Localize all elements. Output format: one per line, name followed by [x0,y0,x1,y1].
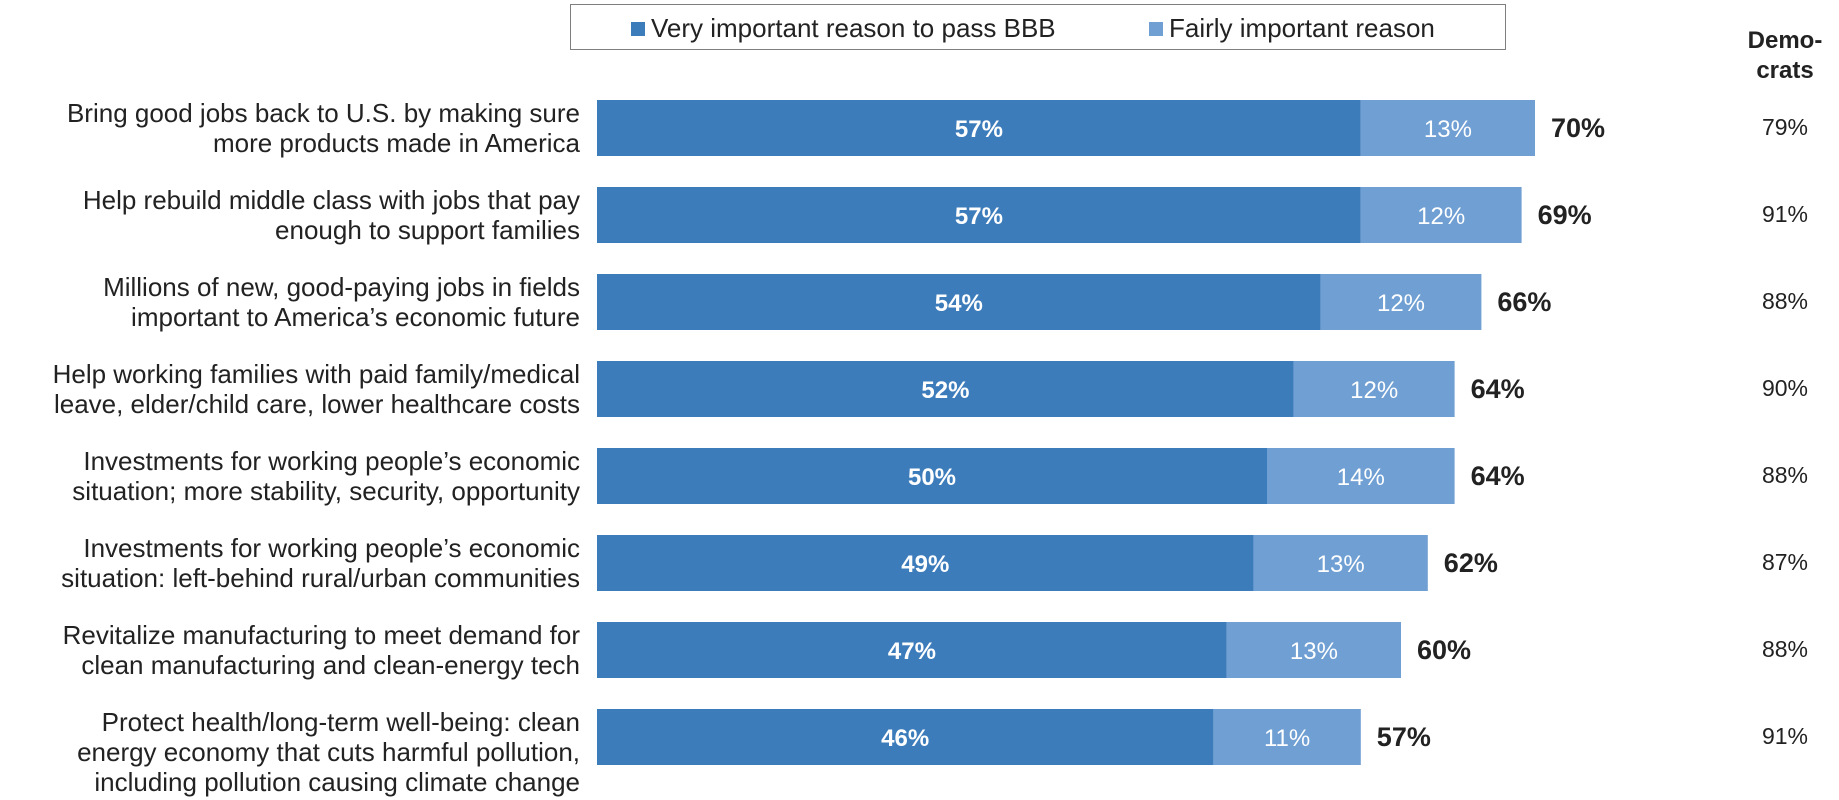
legend: Very important reason to pass BBB Fairly… [570,4,1506,50]
democrats-value: 91% [1761,201,1809,227]
democrats-value: 90% [1761,375,1809,401]
bar-label-very: 52% [921,377,969,404]
category-label: Investments for working people’s economi… [0,446,580,506]
bar-label-fairly: 14% [1337,464,1385,491]
bar-label-fairly: 12% [1417,203,1465,230]
bar-label-fairly: 12% [1377,290,1425,317]
bar-label-very: 47% [888,638,936,665]
democrats-value: 91% [1761,723,1809,749]
category-label: Investments for working people’s economi… [0,533,580,593]
category-label-line: Bring good jobs back to U.S. by making s… [66,98,580,128]
total-label: 64% [1471,461,1525,491]
bar-very-important [597,361,1294,417]
category-label: Millions of new, good-paying jobs in fie… [0,272,580,332]
category-label-line: more products made in America [212,128,580,158]
category-label: Help rebuild middle class with jobs that… [0,185,580,245]
total-label: 62% [1444,548,1498,578]
bar-label-very: 49% [901,551,949,578]
bar-label-fairly: 12% [1350,377,1398,404]
total-label: 66% [1497,287,1551,317]
bar-label-fairly: 13% [1424,116,1472,143]
bar-fairly-important [1226,622,1401,678]
democrats-value: 88% [1761,462,1809,488]
category-label-line: Revitalize manufacturing to meet demand … [62,620,580,650]
democrats-value: 79% [1761,114,1809,140]
category-label: Protect health/long-term well-being: cle… [0,707,580,797]
category-label-line: Help rebuild middle class with jobs that… [82,185,580,215]
total-label: 70% [1551,113,1605,143]
category-label-line: Protect health/long-term well-being: cle… [101,707,580,737]
bar-fairly-important [1267,448,1455,504]
bar-very-important [597,100,1361,156]
total-label: 64% [1471,374,1525,404]
category-label-line: energy economy that cuts harmful polluti… [77,737,580,767]
bar-label-very: 57% [955,116,1003,143]
category-label-line: leave, elder/child care, lower healthcar… [53,389,580,419]
category-label-line: clean manufacturing and clean-energy tec… [81,650,580,680]
bar-label-fairly: 11% [1264,725,1310,752]
category-label-line: situation: left-behind rural/urban commu… [61,563,580,593]
bar-label-very: 54% [935,290,983,317]
bar-fairly-important [1253,535,1428,591]
legend-swatch-very [631,22,645,36]
democrats-column-header: Demo- crats [1735,26,1835,86]
bar-label-very: 50% [908,464,956,491]
legend-swatch-fairly [1149,22,1163,36]
bar-label-very: 46% [881,725,929,752]
bar-label-fairly: 13% [1290,638,1338,665]
total-label: 57% [1377,722,1431,752]
legend-label-fairly: Fairly important reason [1169,13,1435,43]
democrats-header-line2: crats [1756,57,1814,84]
bar-very-important [597,535,1254,591]
bar-fairly-important [1293,361,1455,417]
category-label-line: situation; more stability, security, opp… [72,476,580,506]
category-label-line: Investments for working people’s economi… [83,446,580,476]
bar-label-fairly: 13% [1317,551,1365,578]
bar-fairly-important [1360,187,1522,243]
category-label: Bring good jobs back to U.S. by making s… [0,98,580,158]
total-label: 60% [1417,635,1471,665]
category-label-line: Help working families with paid family/m… [52,359,580,389]
democrats-value: 88% [1761,636,1809,662]
category-label-line: important to America’s economic future [131,302,580,332]
democrats-value: 88% [1761,288,1809,314]
bar-very-important [597,274,1321,330]
total-label: 69% [1538,200,1592,230]
category-label-line: Millions of new, good-paying jobs in fie… [103,272,580,302]
bar-fairly-important [1320,274,1482,330]
bar-very-important [597,622,1227,678]
bar-very-important [597,187,1361,243]
legend-label-very: Very important reason to pass BBB [651,13,1056,43]
category-label-line: including pollution causing climate chan… [94,767,580,797]
category-label: Revitalize manufacturing to meet demand … [0,620,580,680]
democrats-header-line1: Demo- [1747,27,1823,54]
legend-item-fairly: Fairly important reason [1149,13,1435,44]
bar-very-important [597,709,1214,765]
category-label-line: Investments for working people’s economi… [83,533,580,563]
bar-very-important [597,448,1267,504]
bar-label-very: 57% [955,203,1003,230]
category-label-line: enough to support families [275,215,580,245]
legend-item-very: Very important reason to pass BBB [631,13,1056,44]
bar-fairly-important [1360,100,1535,156]
bar-fairly-important [1213,709,1361,765]
democrats-value: 87% [1761,549,1809,575]
category-label: Help working families with paid family/m… [0,359,580,419]
